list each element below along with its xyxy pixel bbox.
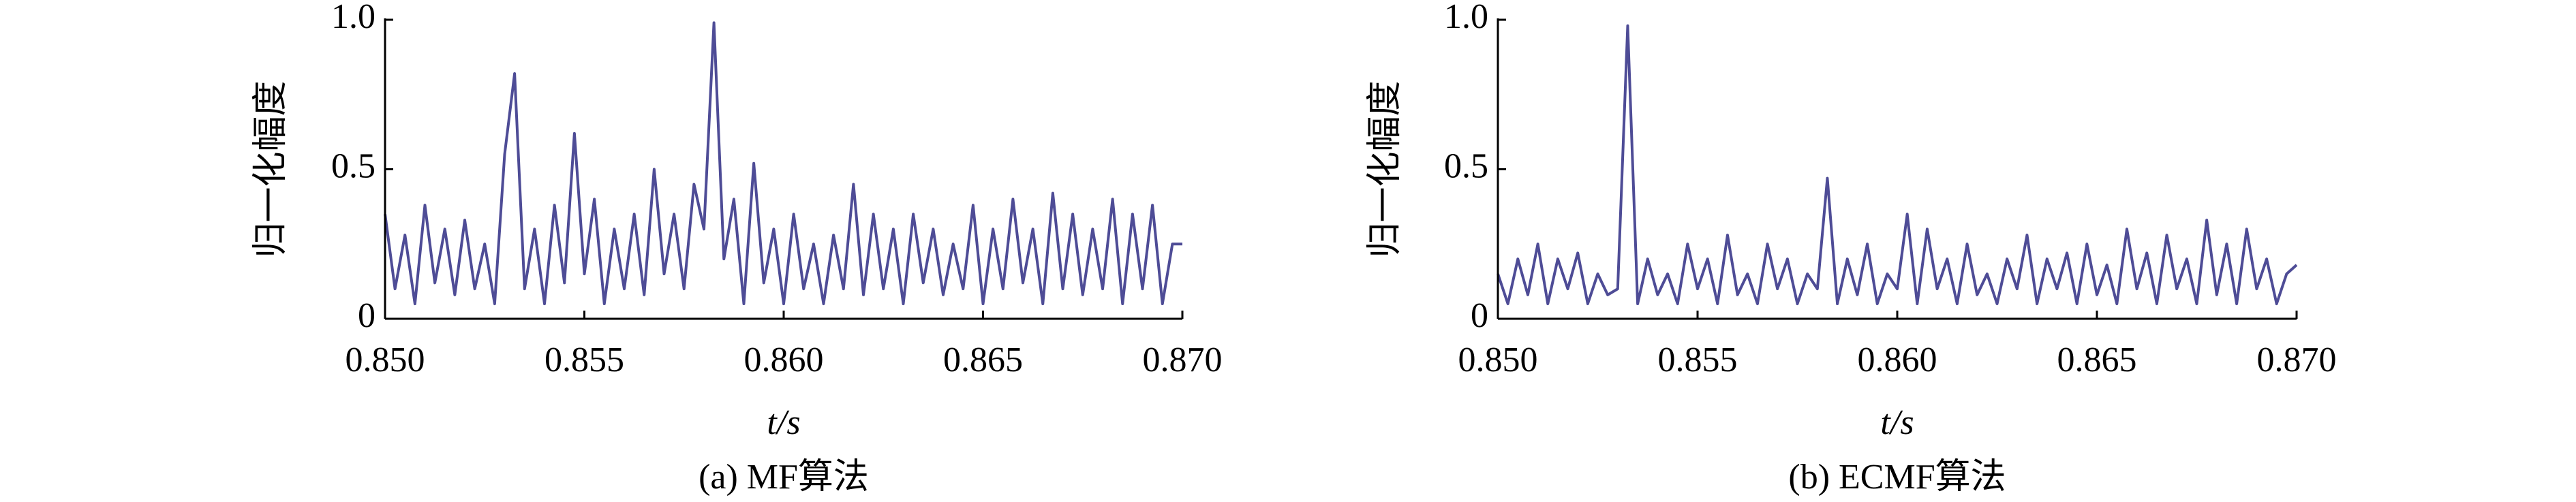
x-tick-label: 0.860 [1858, 341, 1937, 379]
signal-line [384, 21, 1182, 306]
y-axis-label: 归一化幅度 [1364, 80, 1405, 257]
caption: (b) ECMF算法 [1788, 458, 2006, 497]
x-axis-label: t/s [767, 403, 800, 442]
y-tick-label: 0.5 [331, 146, 375, 185]
x-axis-label: t/s [1880, 403, 1914, 442]
y-tick-label: 1.0 [1444, 0, 1488, 36]
signal-line [1497, 24, 2298, 306]
y-tick-label: 0 [1471, 296, 1488, 335]
x-tick-label: 0.860 [744, 341, 824, 379]
x-tick-label: 0.870 [1143, 341, 1223, 379]
x-tick-label: 0.850 [346, 341, 425, 379]
y-tick-label: 0 [358, 296, 375, 335]
x-tick-label: 0.855 [1658, 341, 1738, 379]
caption: (a) MF算法 [699, 458, 869, 497]
x-tick-label: 0.870 [2257, 341, 2337, 379]
x-tick-label: 0.865 [943, 341, 1023, 379]
y-axis-label: 归一化幅度 [250, 80, 291, 257]
x-tick-label: 0.865 [2057, 341, 2137, 379]
x-tick-label: 0.855 [545, 341, 624, 379]
x-tick-label: 0.850 [1458, 341, 1538, 379]
y-tick-label: 0.5 [1444, 146, 1488, 185]
y-tick-label: 1.0 [331, 0, 375, 36]
